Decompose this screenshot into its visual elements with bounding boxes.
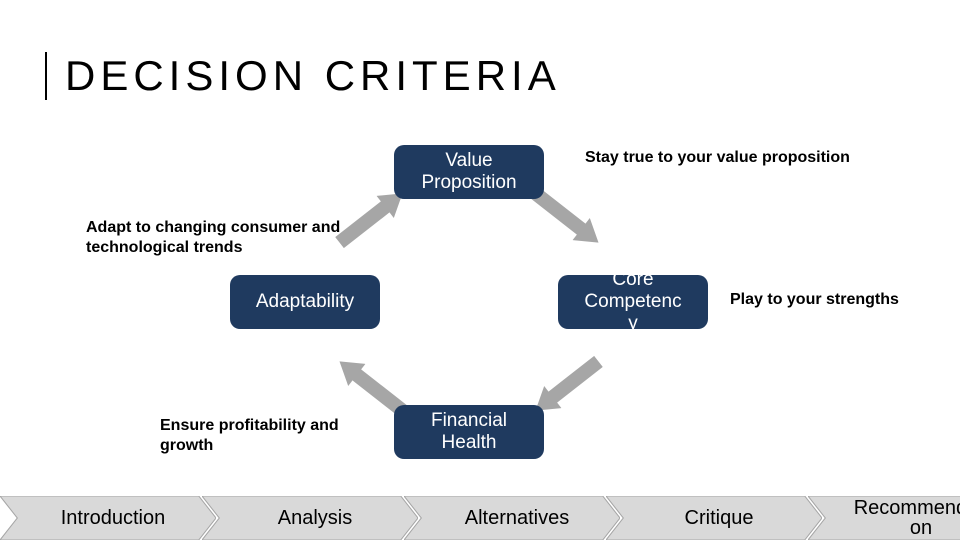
caption-financial: Ensure profitability and growth (160, 416, 370, 456)
caption-adapt: Adapt to changing consumer and technolog… (86, 218, 386, 258)
nav-item-alternatives[interactable]: Alternatives (404, 496, 620, 540)
nav-label: Analysis (278, 508, 352, 528)
node-financial-health: FinancialHealth (394, 405, 544, 459)
node-value-proposition: ValueProposition (394, 145, 544, 199)
nav-item-recommendation[interactable]: Recommendation (808, 496, 960, 540)
nav-label: Alternatives (465, 508, 570, 528)
nav-item-introduction[interactable]: Introduction (0, 496, 216, 540)
title-container: DECISION CRITERIA (45, 52, 561, 100)
nav-bar: Introduction Analysis Alternatives Criti… (0, 496, 960, 540)
slide-title: DECISION CRITERIA (65, 52, 561, 100)
node-label: Adaptability (256, 291, 354, 313)
node-label: CoreCompetency (584, 269, 681, 335)
nav-item-critique[interactable]: Critique (606, 496, 822, 540)
nav-label: Introduction (61, 508, 166, 528)
node-core-competency: CoreCompetency (558, 275, 708, 329)
node-label: ValueProposition (421, 150, 516, 194)
caption-core: Play to your strengths (730, 290, 930, 310)
nav-item-analysis[interactable]: Analysis (202, 496, 418, 540)
slide: DECISION CRITERIA ValueProposition CoreC… (0, 0, 960, 540)
nav-label: Recommendation (854, 498, 960, 538)
node-label: FinancialHealth (431, 410, 507, 454)
caption-value: Stay true to your value proposition (585, 148, 905, 168)
nav-label: Critique (685, 508, 754, 528)
node-adaptability: Adaptability (230, 275, 380, 329)
